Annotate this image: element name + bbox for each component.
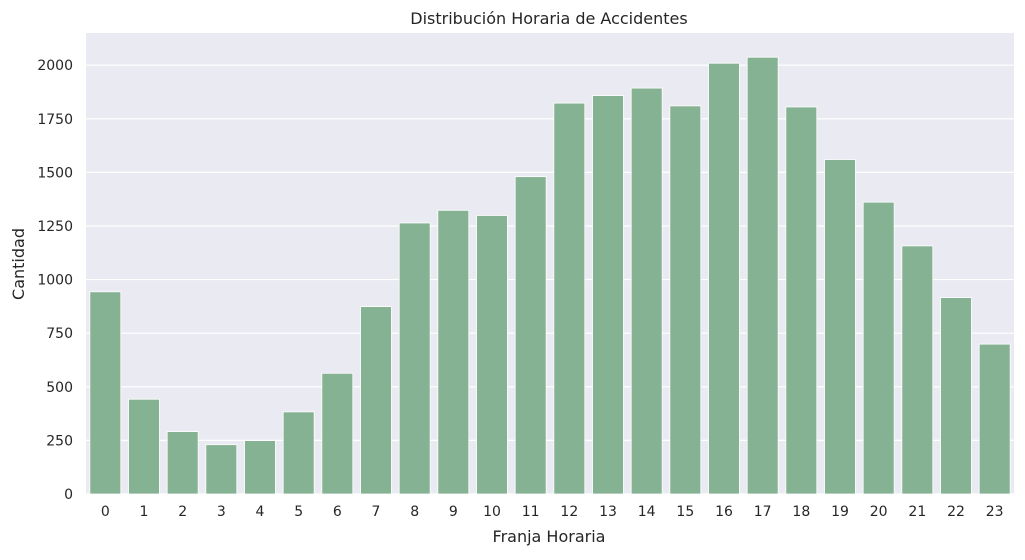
x-tick-label: 3 xyxy=(217,504,226,520)
x-axis-ticks: 0 1 2 3 4 5 6 7 8 9 10 11 12 13 14 15 16 17 18 19 20 21 22 23 xyxy=(101,504,1004,520)
x-axis-label: Franja Horaria xyxy=(493,527,606,546)
bar-hour-19 xyxy=(824,159,856,495)
x-tick-label: 12 xyxy=(560,504,578,520)
x-tick-label: 19 xyxy=(831,504,849,520)
x-tick-label: 8 xyxy=(410,504,419,520)
grid-lines xyxy=(86,64,1014,495)
bar-hour-6 xyxy=(321,372,354,495)
bar-hour-7 xyxy=(360,306,392,495)
y-tick-label: 250 xyxy=(46,433,73,449)
x-tick-label: 5 xyxy=(294,504,303,520)
bar-hour-0 xyxy=(89,291,122,495)
bar-hour-17 xyxy=(746,56,779,495)
x-tick-label: 20 xyxy=(870,504,888,520)
x-tick-label: 15 xyxy=(676,504,694,520)
bar-hour-20 xyxy=(862,201,895,495)
x-tick-label: 18 xyxy=(792,504,810,520)
y-tick-label: 1250 xyxy=(37,219,73,235)
x-tick-label: 0 xyxy=(101,504,110,520)
bars xyxy=(89,56,1011,495)
bar-hour-3 xyxy=(205,444,238,495)
y-axis-ticks: 0 250 500 750 1000 1250 1500 1750 2000 xyxy=(37,58,73,503)
bar-hour-16 xyxy=(708,62,740,495)
x-tick-label: 17 xyxy=(754,504,772,520)
x-tick-label: 14 xyxy=(638,504,656,520)
bar-hour-10 xyxy=(476,215,508,495)
bar-hour-21 xyxy=(901,245,934,495)
chart-title: Distribución Horaria de Accidentes xyxy=(410,9,687,28)
y-tick-label: 0 xyxy=(64,487,73,503)
x-tick-label: 9 xyxy=(449,504,458,520)
x-tick-label: 1 xyxy=(140,504,149,520)
y-tick-label: 750 xyxy=(46,326,73,342)
y-tick-label: 2000 xyxy=(37,58,73,74)
bar-hour-22 xyxy=(940,297,972,495)
y-tick-label: 1000 xyxy=(37,273,73,289)
x-tick-label: 22 xyxy=(947,504,965,520)
y-axis-label: Cantidad xyxy=(9,228,28,300)
x-tick-label: 4 xyxy=(256,504,265,520)
y-tick-label: 1750 xyxy=(37,112,73,128)
x-tick-label: 13 xyxy=(599,504,617,520)
bar-hour-23 xyxy=(978,343,1011,495)
bar-hour-5 xyxy=(282,411,315,495)
bar-hour-2 xyxy=(166,431,199,495)
x-tick-label: 16 xyxy=(715,504,733,520)
bar-hour-12 xyxy=(553,102,586,495)
bar-hour-14 xyxy=(630,87,663,495)
plot-area xyxy=(86,33,1014,494)
bar-hour-9 xyxy=(437,209,470,495)
x-tick-label: 7 xyxy=(372,504,381,520)
y-tick-label: 1500 xyxy=(37,165,73,181)
x-tick-label: 6 xyxy=(333,504,342,520)
x-tick-label: 2 xyxy=(178,504,187,520)
bar-hour-15 xyxy=(669,105,702,495)
bar-hour-11 xyxy=(514,176,547,495)
bar-hour-18 xyxy=(785,106,818,495)
x-tick-label: 21 xyxy=(908,504,926,520)
bar-hour-1 xyxy=(128,398,160,495)
x-tick-label: 11 xyxy=(522,504,540,520)
x-tick-label: 10 xyxy=(483,504,501,520)
y-tick-label: 500 xyxy=(46,380,73,396)
bar-hour-8 xyxy=(398,222,431,495)
x-tick-label: 23 xyxy=(986,504,1004,520)
bar-hour-4 xyxy=(244,440,276,495)
bar-hour-13 xyxy=(592,95,624,495)
